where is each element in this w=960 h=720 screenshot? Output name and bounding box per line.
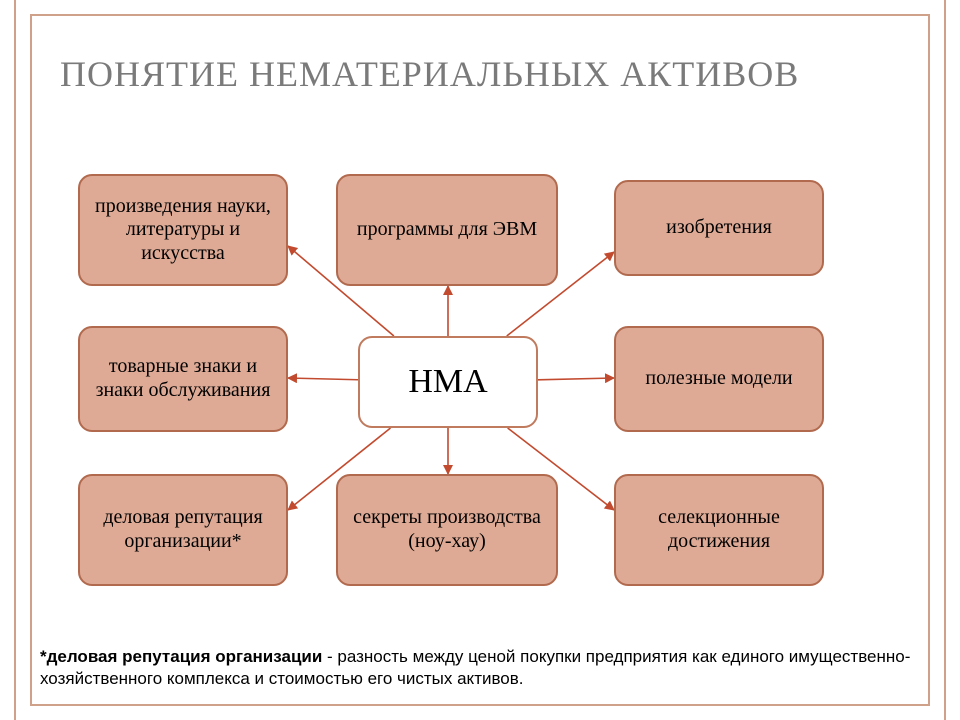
center-node: НМА	[358, 336, 538, 428]
outer-node-n1: произведения науки, литературы и искусст…	[78, 174, 288, 286]
outer-node-n7: секреты производства (ноу-хау)	[336, 474, 558, 586]
outer-node-n5: полезные модели	[614, 326, 824, 432]
footnote: *деловая репутация организации - разност…	[40, 646, 920, 690]
outer-node-n6: деловая репутация организации*	[78, 474, 288, 586]
diagram-container: НМА произведения науки, литературы и иску…	[0, 0, 960, 720]
arrow-n4	[288, 378, 358, 380]
outer-node-n4: товарные знаки и знаки обслуживания	[78, 326, 288, 432]
outer-node-n3: изобретения	[614, 180, 824, 276]
arrow-n5	[538, 378, 614, 380]
footnote-lead: *деловая репутация организации	[40, 647, 322, 666]
outer-node-n8: селекционные достижения	[614, 474, 824, 586]
outer-node-n2: программы для ЭВМ	[336, 174, 558, 286]
